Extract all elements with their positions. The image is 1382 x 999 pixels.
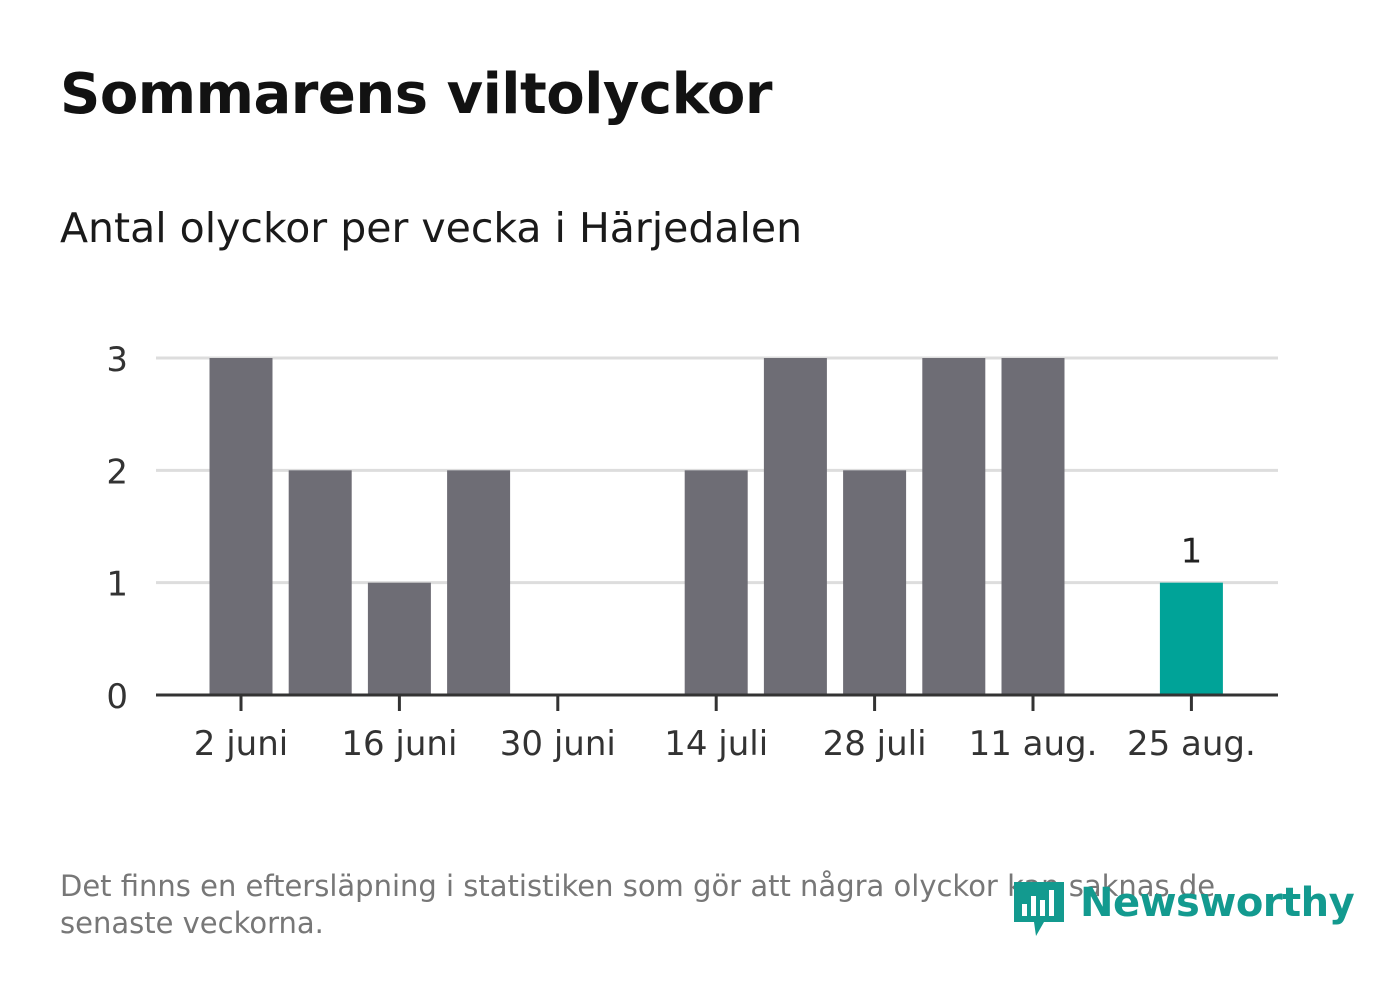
bar [1159, 582, 1223, 695]
bars [209, 358, 1223, 695]
y-tick-label: 0 [106, 677, 128, 717]
x-tick-label: 25 aug. [1127, 724, 1256, 764]
bar [922, 358, 986, 695]
labels: 0 1 2 3 1 2 juni 16 juni 30 juni 14 juli 28 juli 1… [106, 340, 1255, 764]
bar-chart: 0 1 2 3 1 2 juni 16 juni 30 juni 14 juli 28 juli 1… [106, 340, 1278, 764]
bar [447, 470, 511, 695]
x-tick-label: 28 juli [823, 724, 927, 764]
bar [367, 582, 431, 695]
x-tick-label: 30 juni [500, 724, 616, 764]
newsworthy-logo: Newsworthy [1010, 876, 1355, 946]
logo-text: Newsworthy [1080, 880, 1355, 926]
data-label: 1 [1181, 532, 1203, 572]
x-tick-label: 11 aug. [969, 724, 1098, 764]
bar [1001, 358, 1065, 695]
x-tick-label: 2 juni [194, 724, 288, 764]
bar [843, 470, 907, 695]
y-tick-label: 1 [106, 565, 128, 605]
chart-subtitle: Antal olyckor per vecka i Härjedalen [60, 204, 803, 252]
axes [156, 693, 1278, 711]
newsworthy-logo-icon [1014, 882, 1064, 936]
y-tick-label: 3 [106, 340, 128, 380]
y-tick-label: 2 [106, 452, 128, 492]
chart-title: Sommarens viltolyckor [60, 62, 772, 127]
bar [763, 358, 827, 695]
x-tick-label: 16 juni [341, 724, 457, 764]
bar [288, 470, 352, 695]
bar [684, 470, 748, 695]
bar [209, 358, 273, 695]
x-tick-label: 14 juli [664, 724, 768, 764]
